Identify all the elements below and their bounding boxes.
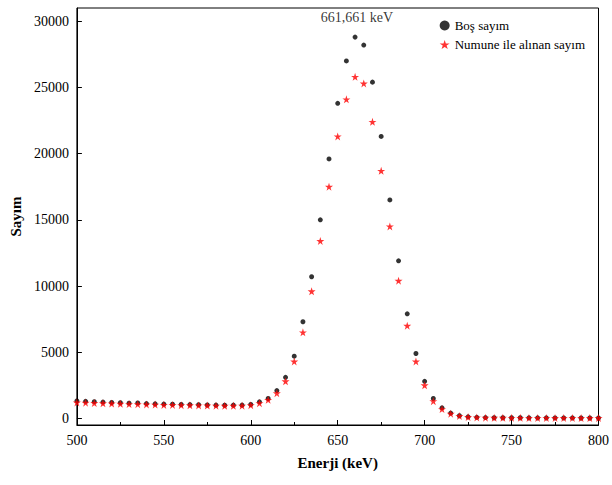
svg-text:5000: 5000 — [41, 345, 69, 360]
svg-text:500: 500 — [66, 433, 87, 448]
svg-text:Enerji (keV): Enerji (keV) — [297, 455, 377, 472]
svg-text:800: 800 — [588, 433, 609, 448]
svg-text:750: 750 — [501, 433, 522, 448]
svg-text:Boş sayım: Boş sayım — [455, 18, 510, 33]
svg-text:661,661 keV: 661,661 keV — [321, 10, 393, 25]
svg-text:650: 650 — [327, 433, 348, 448]
svg-text:550: 550 — [153, 433, 174, 448]
svg-text:Sayım: Sayım — [8, 196, 24, 237]
svg-text:15000: 15000 — [34, 212, 69, 227]
svg-text:10000: 10000 — [34, 279, 69, 294]
svg-text:25000: 25000 — [34, 80, 69, 95]
svg-text:700: 700 — [414, 433, 435, 448]
svg-text:Numune ile alınan sayım: Numune ile alınan sayım — [455, 37, 585, 52]
svg-text:20000: 20000 — [34, 146, 69, 161]
svg-text:30000: 30000 — [34, 14, 69, 29]
svg-text:0: 0 — [62, 411, 69, 426]
svg-text:600: 600 — [240, 433, 261, 448]
